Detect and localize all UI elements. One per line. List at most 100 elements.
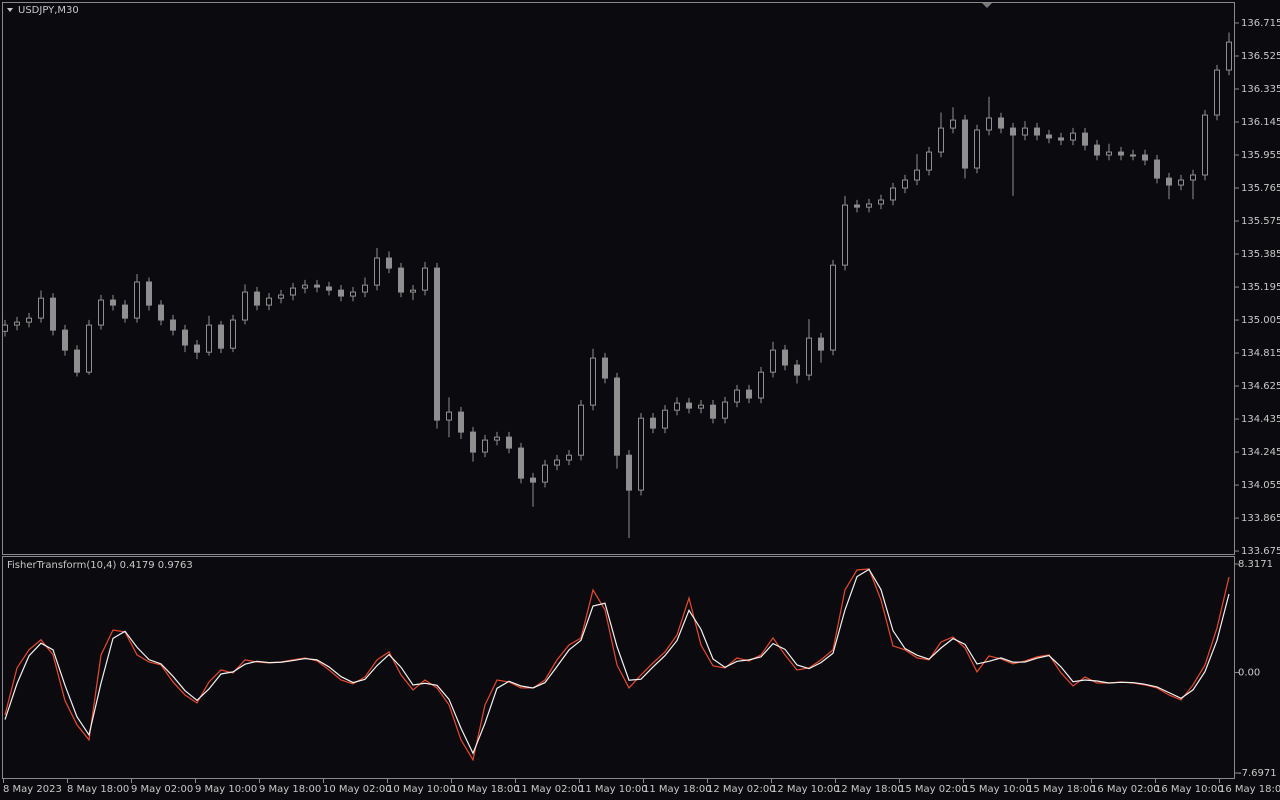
- candle-body: [1190, 174, 1196, 181]
- candle-body: [218, 324, 224, 349]
- candle-body: [338, 289, 344, 297]
- x-tick-label: 11 May 18:00: [643, 784, 712, 795]
- candle-body: [710, 404, 716, 419]
- x-tick-label: 8 May 18:00: [67, 784, 129, 795]
- candle-body: [854, 204, 860, 208]
- candle-body: [14, 321, 20, 326]
- x-tick-label: 10 May 10:00: [387, 784, 456, 795]
- candle-body: [62, 329, 68, 351]
- candle-body: [842, 204, 848, 266]
- candle-body: [950, 119, 956, 129]
- y-tick-label: 134.435: [1241, 414, 1280, 425]
- y-tick-label: 136.525: [1241, 51, 1280, 62]
- candle-body: [398, 267, 404, 293]
- candle-body: [74, 349, 80, 373]
- candle-body: [926, 151, 932, 171]
- indicator-pane: [2, 556, 1235, 779]
- candle-body: [1046, 134, 1052, 139]
- candle-body: [350, 291, 356, 297]
- candle-body: [590, 357, 596, 406]
- candle-body: [1094, 144, 1100, 156]
- candle-body: [782, 349, 788, 366]
- candle-body: [698, 404, 704, 409]
- candle-body: [686, 402, 692, 409]
- candle-body: [1034, 127, 1040, 136]
- y-tick-label: 135.385: [1241, 249, 1280, 260]
- y-tick-label: 136.335: [1241, 84, 1280, 95]
- y-tick-label: 135.955: [1241, 150, 1280, 161]
- candle-body: [602, 357, 608, 379]
- candle-body: [554, 459, 560, 466]
- menu-arrow[interactable]: [7, 8, 13, 12]
- candle-body: [638, 417, 644, 491]
- indicator-line: [4, 568, 1230, 755]
- y-tick-label: 134.055: [1241, 480, 1280, 491]
- x-tick-label: 16 May 10:00: [1155, 784, 1224, 795]
- y-tick-label: 135.765: [1241, 183, 1280, 194]
- candle-body: [194, 344, 200, 353]
- candle-body: [974, 129, 980, 169]
- candle-body: [1226, 41, 1232, 71]
- candle-body: [302, 284, 308, 289]
- candle-body: [770, 349, 776, 373]
- candle-body: [122, 304, 128, 319]
- y-tick-label: 8.3171: [1238, 559, 1273, 570]
- candle-body: [674, 402, 680, 411]
- candle-body: [734, 389, 740, 403]
- y-tick-label: 135.195: [1241, 282, 1280, 293]
- candle-body: [86, 324, 92, 373]
- candle-body: [374, 257, 380, 286]
- candle-body: [38, 297, 44, 319]
- candle-body: [158, 304, 164, 321]
- indicator-line: [4, 568, 1230, 762]
- candle-body: [386, 257, 392, 269]
- candle-body: [962, 119, 968, 169]
- candle-body: [866, 203, 872, 208]
- candle-body: [890, 187, 896, 201]
- y-tick-label: 133.865: [1241, 513, 1280, 524]
- candle-body: [662, 409, 668, 429]
- candle-body: [650, 417, 656, 429]
- candle-body: [566, 454, 572, 461]
- candle-body: [422, 267, 428, 291]
- candle-body: [806, 337, 812, 376]
- candle-body: [914, 169, 920, 181]
- candle-body: [482, 439, 488, 453]
- candle-body: [1154, 159, 1160, 179]
- candle-body: [626, 454, 632, 491]
- candle-body: [878, 199, 884, 205]
- x-tick-label: 10 May 18:00: [451, 784, 520, 795]
- x-tick-label: 12 May 02:00: [707, 784, 776, 795]
- candle-body: [1118, 151, 1124, 156]
- candle-body: [26, 317, 32, 323]
- main-pane: [2, 2, 1235, 555]
- candle-body: [290, 287, 296, 296]
- candle-body: [410, 289, 416, 293]
- x-tick-label: 12 May 10:00: [771, 784, 840, 795]
- candle-body: [986, 117, 992, 131]
- candle-body: [614, 377, 620, 456]
- x-tick-label: 8 May 2023: [3, 784, 62, 795]
- candle-body: [530, 477, 536, 483]
- candle-body: [446, 411, 452, 421]
- candle-body: [470, 431, 476, 453]
- candle-body: [1010, 127, 1016, 136]
- x-tick-label: 16 May 02:00: [1091, 784, 1160, 795]
- candle-body: [758, 371, 764, 399]
- candle-body: [830, 264, 836, 351]
- candle-body: [938, 127, 944, 153]
- candle-body: [1142, 154, 1148, 161]
- candle-body: [746, 389, 752, 399]
- candle-body: [50, 297, 56, 331]
- x-tick-label: 9 May 10:00: [195, 784, 257, 795]
- candle-body: [362, 284, 368, 293]
- candle-body: [998, 117, 1004, 129]
- y-tick-label: -7.6971: [1238, 768, 1277, 779]
- x-tick-label: 15 May 02:00: [899, 784, 968, 795]
- candle-body: [230, 319, 236, 349]
- candle-body: [518, 447, 524, 479]
- candle-body: [206, 324, 212, 353]
- x-tick-label: 9 May 02:00: [131, 784, 193, 795]
